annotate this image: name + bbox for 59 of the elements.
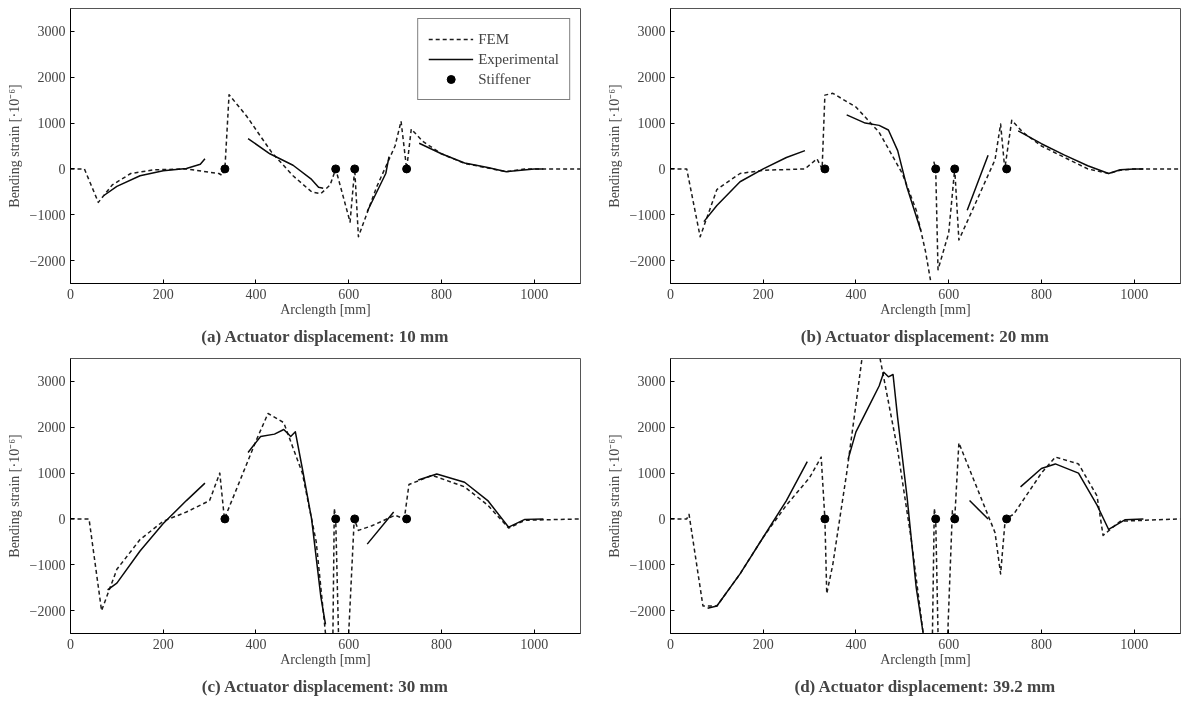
y-tick-label: −2000 (629, 253, 666, 269)
x-tick-label: 600 (338, 286, 360, 302)
y-tick-label: 2000 (37, 70, 66, 86)
legend-label: Experimental (478, 50, 559, 68)
y-tick-label: −1000 (629, 557, 666, 573)
x-axis-title: Arclength [mm] (280, 301, 371, 317)
x-tick-label: 200 (752, 286, 774, 302)
x-tick-label: 600 (938, 286, 960, 302)
y-tick-label: 3000 (637, 24, 666, 40)
y-tick-label: 3000 (637, 374, 666, 390)
x-tick-label: 200 (152, 636, 174, 652)
x-tick-label: 200 (152, 286, 174, 302)
y-tick-label: 1000 (637, 116, 666, 132)
x-tick-label: 1000 (1120, 636, 1149, 652)
text: (d) Actuator displacement: 39.2 mm (794, 676, 1056, 696)
y-tick-label: −2000 (29, 253, 66, 269)
y-tick-label: 2000 (637, 420, 666, 436)
y-axis-title: Bending strain [·10⁻⁶] (6, 434, 22, 558)
legend-label: FEM (478, 30, 510, 48)
legend-label: Stiffener (478, 70, 531, 88)
y-tick-label: 2000 (37, 420, 66, 436)
x-axis-title: Arclength [mm] (280, 651, 371, 667)
y-tick-label: −2000 (629, 603, 666, 619)
y-tick-label: −1000 (29, 557, 66, 573)
y-tick-label: 0 (58, 511, 66, 527)
y-axis-title: Bending strain [·10⁻⁶] (606, 434, 622, 558)
y-tick-label: −1000 (29, 207, 66, 223)
x-tick-label: 800 (430, 286, 452, 302)
text: (b) Actuator displacement: 20 mm (800, 326, 1049, 346)
x-tick-label: 400 (845, 636, 867, 652)
x-tick-label: 400 (845, 286, 867, 302)
x-axis-title: Arclength [mm] (880, 651, 971, 667)
y-tick-label: 2000 (637, 70, 666, 86)
text: (c) Actuator displacement: 30 mm (201, 676, 448, 696)
y-tick-label: −1000 (629, 207, 666, 223)
x-tick-label: 200 (752, 636, 774, 652)
x-axis-title: Arclength [mm] (880, 301, 971, 317)
y-tick-label: 1000 (37, 466, 66, 482)
x-tick-label: 600 (338, 636, 360, 652)
y-tick-label: 1000 (37, 116, 66, 132)
y-axis-title: Bending strain [·10⁻⁶] (6, 84, 22, 208)
y-tick-label: −2000 (29, 603, 66, 619)
text: (a) Actuator displacement: 10 mm (201, 326, 449, 346)
x-tick-label: 800 (1030, 286, 1052, 302)
y-tick-label: 3000 (37, 24, 66, 40)
x-tick-label: 600 (938, 636, 960, 652)
x-tick-label: 1000 (520, 286, 549, 302)
y-tick-label: 0 (658, 161, 666, 177)
y-tick-label: 0 (58, 161, 66, 177)
x-tick-label: 1000 (1120, 286, 1149, 302)
y-tick-label: 0 (658, 511, 666, 527)
y-tick-label: 1000 (637, 466, 666, 482)
x-tick-label: 400 (245, 286, 267, 302)
x-tick-label: 800 (430, 636, 452, 652)
y-axis-title: Bending strain [·10⁻⁶] (606, 84, 622, 208)
x-tick-label: 1000 (520, 636, 549, 652)
y-tick-label: 3000 (37, 374, 66, 390)
x-tick-label: 800 (1030, 636, 1052, 652)
x-tick-label: 400 (245, 636, 267, 652)
